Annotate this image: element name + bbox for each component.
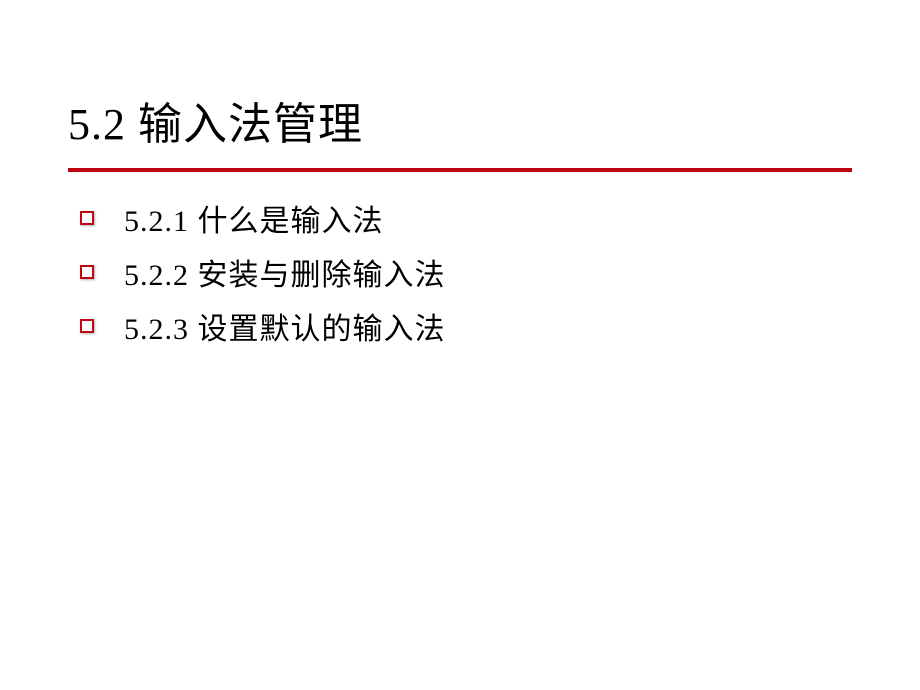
slide-container: 5.2 输入法管理 5.2.1 什么是输入法 5.2.2 安装与删除输入法 5.… [0, 0, 920, 690]
square-bullet-icon [80, 211, 94, 225]
square-bullet-icon [80, 265, 94, 279]
list-item: 5.2.1 什么是输入法 [80, 196, 852, 240]
bullet-text: 5.2.2 安装与删除输入法 [124, 250, 446, 294]
bullet-list: 5.2.1 什么是输入法 5.2.2 安装与删除输入法 5.2.3 设置默认的输… [68, 196, 852, 348]
square-bullet-icon [80, 319, 94, 333]
list-item: 5.2.3 设置默认的输入法 [80, 304, 852, 348]
bullet-text: 5.2.1 什么是输入法 [124, 196, 384, 240]
slide-title: 5.2 输入法管理 [68, 88, 852, 168]
title-underline [68, 168, 852, 172]
list-item: 5.2.2 安装与删除输入法 [80, 250, 852, 294]
bullet-text: 5.2.3 设置默认的输入法 [124, 304, 446, 348]
